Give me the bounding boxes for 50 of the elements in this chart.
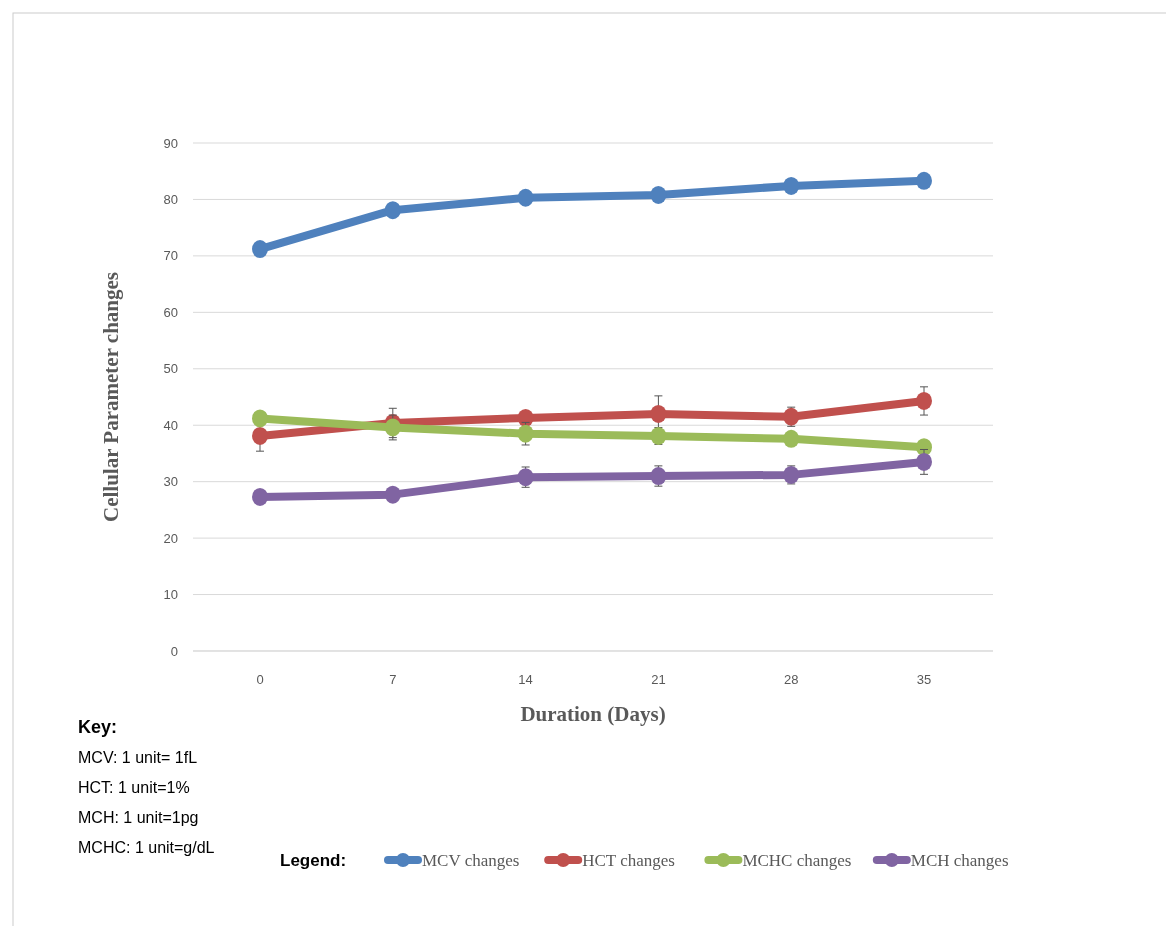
y-axis-title: Cellular Parameter changes [99, 271, 123, 523]
point [517, 468, 534, 487]
y-tick-label: 90 [163, 135, 178, 151]
point [252, 240, 268, 259]
point [252, 487, 268, 506]
point [916, 171, 932, 190]
y-tick-label: 80 [163, 191, 178, 207]
point [783, 407, 800, 426]
legend-title: Legend: [280, 851, 347, 870]
point [517, 408, 534, 427]
point [783, 176, 800, 195]
point [650, 426, 667, 445]
text: MCH: 1 unit=1pg [78, 809, 199, 826]
point [650, 467, 667, 486]
point [384, 201, 401, 220]
x-tick-label: 35 [916, 672, 932, 687]
point [384, 485, 401, 504]
text: Key: [78, 717, 118, 737]
point [783, 465, 800, 484]
point [252, 426, 268, 445]
y-tick-label: 70 [163, 248, 178, 264]
text: MCV: 1 unit= 1fL [78, 749, 198, 766]
x-tick-label: 28 [783, 672, 799, 687]
text: MCHC: 1 unit=g/dL [78, 839, 215, 856]
x-tick-label: 7 [389, 672, 397, 687]
text: HCT: 1 unit=1% [78, 779, 190, 796]
legend-label: MCHC changes [742, 851, 852, 870]
x-axis-title: Duration (Days) [520, 702, 666, 726]
point [783, 429, 800, 448]
y-tick-label: 0 [170, 643, 178, 659]
point [252, 409, 268, 428]
y-tick-label: 10 [163, 587, 178, 603]
y-tick-label: 40 [163, 417, 178, 433]
point [650, 404, 667, 423]
point [517, 188, 534, 207]
x-tick-label: 14 [518, 672, 533, 687]
point [517, 424, 534, 443]
point [916, 452, 932, 471]
x-tick-label: 21 [651, 672, 666, 687]
legend-label: HCT changes [582, 851, 675, 870]
y-tick-label: 30 [163, 474, 178, 490]
point [384, 418, 401, 437]
legend-label: MCH changes [910, 851, 1009, 870]
y-tick-label: 50 [163, 361, 178, 377]
y-tick-label: 20 [163, 530, 178, 546]
y-tick-label: 60 [163, 304, 178, 320]
point [650, 185, 667, 204]
legend-label: MCV changes [422, 851, 520, 870]
point [916, 391, 932, 410]
x-tick-label: 0 [256, 672, 264, 687]
